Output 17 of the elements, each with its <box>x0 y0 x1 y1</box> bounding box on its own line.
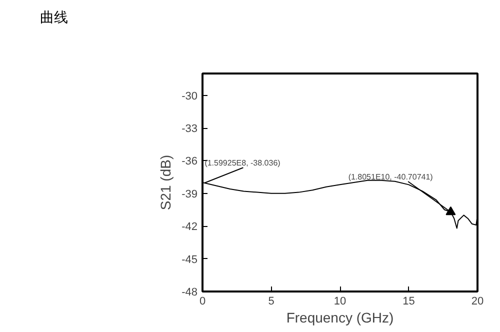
y-tick-label: -36 <box>182 156 198 168</box>
y-axis-title: S21 (dB) <box>158 154 174 210</box>
x-tick-label: 15 <box>402 296 415 308</box>
y-tick-label: -30 <box>182 90 198 102</box>
annotation: (1.8051E10, -40.70741) <box>348 172 434 182</box>
y-tick-label: -39 <box>182 188 198 200</box>
x-tick-label: 0 <box>199 296 206 308</box>
y-tick-label: -42 <box>182 221 198 234</box>
y-tick-label: -33 <box>182 123 198 135</box>
x-tick-label: 20 <box>471 296 484 308</box>
x-tick-label: 5 <box>268 296 274 308</box>
text: 曲线 <box>40 9 68 28</box>
annotation: (1.59925E8, -38.036) <box>204 158 281 168</box>
y-tick-label: -48 <box>182 286 198 298</box>
x-axis-title: Frequency (GHz) <box>286 310 394 326</box>
x-tick-label: 10 <box>334 296 346 308</box>
y-tick-label: -45 <box>182 254 198 266</box>
